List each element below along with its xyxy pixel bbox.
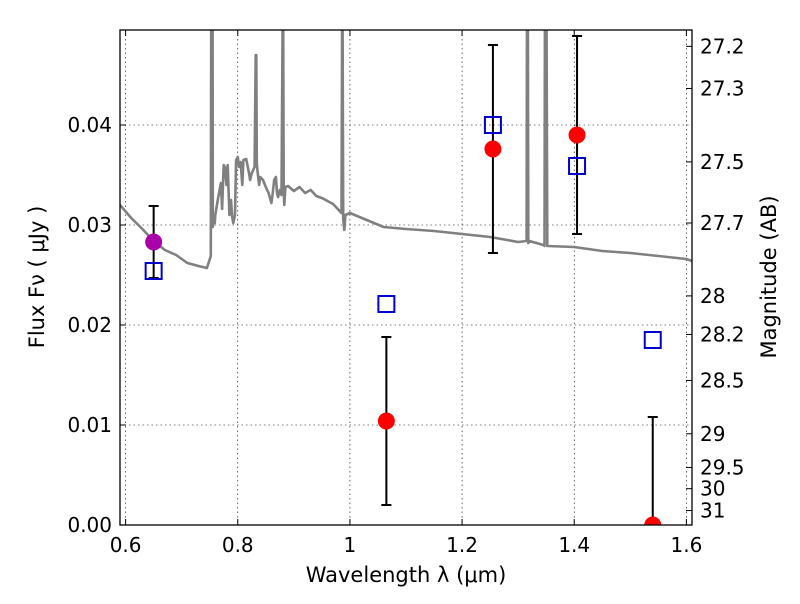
right-y-tick-label: 28.5: [700, 368, 745, 392]
right-y-tick-label: 30: [700, 477, 725, 501]
observed-flux-point: [568, 126, 586, 144]
right-y-tick-label: 27.3: [700, 76, 745, 100]
y-tick-label: 0.04: [67, 113, 112, 137]
right-y-tick-label: 28.2: [700, 322, 745, 346]
model-photometry-point: [483, 116, 502, 134]
plot-frame: [119, 29, 693, 526]
right-y-tick-label: 29.5: [700, 455, 745, 479]
observed-flux-point: [644, 516, 662, 525]
model-photometry-point: [377, 295, 396, 313]
x-tick-label: 1.6: [670, 533, 702, 557]
x-axis-label: Wavelength λ (μm): [306, 563, 507, 587]
x-tick-label: 1: [344, 533, 357, 557]
plot-area: [120, 30, 692, 525]
right-y-tick-label: 29: [700, 422, 725, 446]
y-tick-label: 0.00: [67, 513, 112, 537]
right-y-tick-label: 27.7: [700, 211, 745, 235]
model-photometry-point: [568, 157, 587, 175]
model-photometry-point: [643, 331, 662, 349]
right-y-tick-label: 28: [700, 284, 725, 308]
model-photometry-point: [144, 262, 163, 280]
right-y-axis-label: Magnitude (AB): [757, 195, 781, 358]
y-tick-label: 0.03: [67, 213, 112, 237]
y-tick-label: 0.02: [67, 313, 112, 337]
x-tick-label: 0.6: [110, 533, 142, 557]
ticks: 0.6 0.8 1 1.2 1.4 1.6 0.00 0.01 0.02 0.03 0.04 27.2…: [67, 30, 745, 557]
right-y-tick-label: 27.2: [700, 34, 745, 58]
x-tick-label: 1.2: [446, 533, 478, 557]
observed-flux-point: [377, 412, 395, 430]
right-y-tick-label: 27.5: [700, 150, 745, 174]
right-y-tick-label: 31: [700, 499, 725, 523]
observed-flux-point: [484, 140, 502, 158]
y-tick-label: 0.01: [67, 413, 112, 437]
grid: [120, 30, 692, 526]
x-tick-label: 1.4: [558, 533, 590, 557]
y-axis-label: Flux Fν ( μJy ): [25, 206, 49, 349]
observed-flux-point: [145, 233, 163, 251]
x-tick-label: 0.8: [222, 533, 254, 557]
model-spectrum-line: [120, 30, 692, 270]
